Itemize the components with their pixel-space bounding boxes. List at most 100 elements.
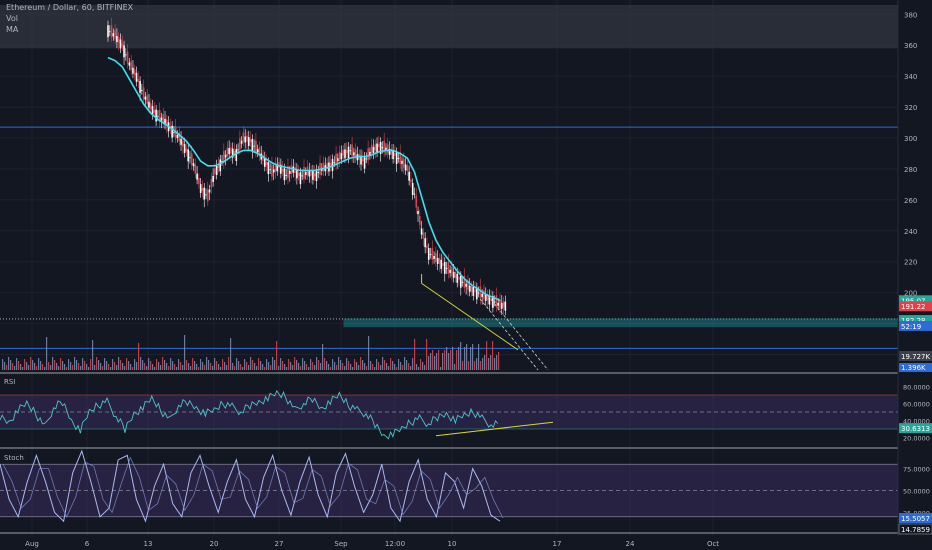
volume-bar <box>226 365 228 370</box>
stoch-value-label: 15.5057 <box>901 515 930 523</box>
price-tick-label: 220 <box>904 259 917 267</box>
price-tag-label: 191.22 <box>901 303 926 311</box>
rsi-line[interactable] <box>0 389 499 440</box>
candle-body <box>210 178 213 188</box>
time-axis[interactable]: Aug 6 13 20 27 Sep 12:00 10 17 24 Oct <box>25 540 719 548</box>
volume-bar <box>466 344 468 370</box>
rsi-panel[interactable]: RSI <box>0 378 898 440</box>
volume-bar <box>100 363 102 370</box>
volume-bar <box>388 366 390 370</box>
candle-body <box>379 142 382 154</box>
volume-bar <box>52 357 54 370</box>
volume-bar <box>22 367 24 370</box>
stoch-line[interactable] <box>0 449 501 523</box>
volume-bar <box>484 355 486 370</box>
candle-body <box>394 153 396 157</box>
volume-bar <box>300 366 302 370</box>
support-zone-rectangle[interactable] <box>343 318 899 328</box>
volume-bar <box>162 357 164 370</box>
candle-body <box>477 292 480 294</box>
candle-body <box>442 262 444 266</box>
candle-body <box>326 162 328 169</box>
candle-body <box>388 148 391 155</box>
candle-body <box>461 281 464 283</box>
stoch-signal-line[interactable] <box>2 456 504 519</box>
candle-body <box>274 163 277 173</box>
volume-bar <box>392 361 394 370</box>
volume-bar <box>376 359 378 370</box>
volume-bar <box>74 357 76 370</box>
candle-body <box>329 162 332 166</box>
volume-bar <box>412 358 414 370</box>
volume-bar <box>314 365 316 370</box>
candle-body <box>139 80 141 93</box>
candle-body <box>308 170 311 177</box>
candle-body <box>226 147 229 157</box>
candle-body <box>500 302 503 309</box>
volume-bar <box>482 358 484 370</box>
vol-indicator-label[interactable]: Vol <box>6 14 18 23</box>
candle-body <box>114 30 116 40</box>
descending-trend-line[interactable] <box>421 282 519 351</box>
chart-legend: Ethereum / Dollar, 60, BITFINEX Vol MA <box>6 2 133 35</box>
candle-body <box>386 144 389 154</box>
candle-body <box>402 158 405 168</box>
candle-body <box>272 169 275 173</box>
volume-bar <box>152 364 154 370</box>
volume-bar <box>2 359 4 370</box>
volume-bar <box>156 359 158 370</box>
candle-body <box>189 157 191 159</box>
volume-bar <box>254 363 256 370</box>
volume-bar <box>324 358 326 370</box>
volume-bar <box>54 360 56 370</box>
ma-indicator-label[interactable]: MA <box>6 25 19 34</box>
volume-bar <box>182 365 184 370</box>
candle-body <box>128 62 131 66</box>
volume-bar <box>400 362 402 370</box>
volume-bar <box>294 357 296 370</box>
candle-body <box>303 166 305 179</box>
channel-line-upper[interactable] <box>479 298 539 371</box>
volume-bar <box>372 364 374 370</box>
volume-bar <box>248 365 250 370</box>
price-tag-badge[interactable] <box>899 301 932 312</box>
price-axis[interactable]: 160180200220240260280300320340360380195.… <box>897 0 932 550</box>
moving-average-line[interactable] <box>107 56 501 302</box>
rsi-divergence-line[interactable] <box>435 421 554 437</box>
price-tag-badge[interactable] <box>899 320 932 331</box>
volume-bar <box>408 363 410 370</box>
symbol-title[interactable]: Ethereum / Dollar, 60, BITFINEX <box>6 3 134 12</box>
candle-body <box>406 165 409 172</box>
candle-body <box>419 215 421 225</box>
volume-bar <box>468 361 470 370</box>
volume-bar <box>104 358 106 370</box>
candle-body <box>297 172 300 176</box>
volume-bar <box>438 350 440 370</box>
volume-bar <box>292 365 294 370</box>
volume-bar <box>280 358 282 370</box>
volume-bar <box>334 362 336 370</box>
candle-body <box>490 297 492 301</box>
candle-body <box>123 45 125 58</box>
price-panel[interactable] <box>0 5 899 371</box>
candle-body <box>290 164 293 174</box>
time-tick-label: Sep <box>334 540 348 548</box>
candle-body <box>429 254 432 255</box>
volume-bar <box>76 360 78 370</box>
volume-bar <box>432 350 434 370</box>
candle-body <box>258 147 261 157</box>
stoch-panel[interactable]: Stoch <box>0 449 898 523</box>
volume-bar <box>56 363 58 370</box>
candle-body <box>299 172 302 185</box>
time-tick-label: 20 <box>210 540 219 548</box>
candle-body <box>285 175 287 176</box>
candle-body <box>499 299 501 309</box>
channel-line-lower[interactable] <box>487 295 549 371</box>
candle-body <box>182 140 184 147</box>
volume-bar <box>120 360 122 370</box>
candle-body <box>369 151 371 155</box>
price-tag-badge[interactable] <box>899 315 932 326</box>
price-tag-badge[interactable] <box>899 295 932 306</box>
volume-bar <box>434 356 436 370</box>
